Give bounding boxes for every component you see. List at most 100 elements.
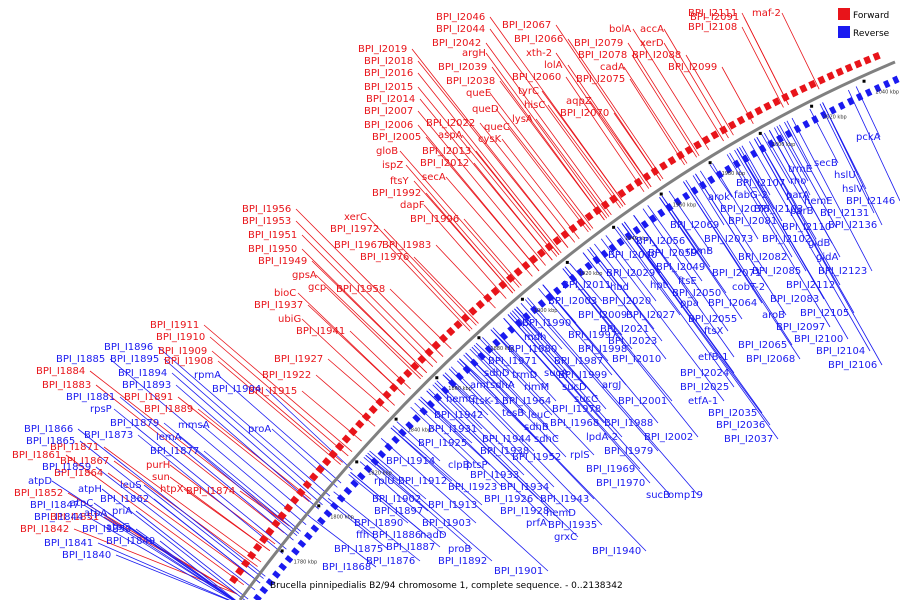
forward-gene-label: BPI_I1864 [54, 468, 103, 479]
forward-callout-line [417, 110, 546, 266]
reverse-gene-label: BPI_I1913 [428, 500, 477, 511]
reverse-callout-line [617, 226, 735, 388]
reverse-gene-label: BPI_I1964 [502, 396, 551, 407]
reverse-callout-line [392, 425, 483, 506]
reverse-gene-label: mmsA [178, 420, 210, 431]
forward-gene-label: BPI_I2108 [688, 22, 737, 33]
reverse-callout-line [582, 252, 667, 360]
reverse-callout-line [436, 380, 571, 514]
reverse-gene-label: atpG [106, 522, 130, 533]
scale-tick-mark [477, 336, 481, 340]
forward-callout-line [107, 472, 251, 576]
reverse-callout-line [511, 310, 569, 374]
reverse-callout-line [614, 228, 681, 316]
reverse-gene-label: priA [112, 506, 132, 517]
reverse-gene-label: rpsP [90, 404, 112, 415]
reverse-gene-label: BPI_I1928 [500, 506, 549, 517]
reverse-callout-line [311, 517, 377, 568]
forward-callout-line [211, 350, 343, 463]
forward-gene-label: bolA [609, 24, 631, 35]
forward-callout-line [475, 150, 560, 255]
reverse-callout-line [109, 358, 307, 525]
reverse-gene-label: atpH [78, 484, 102, 495]
reverse-gene-label: BPI_I2085 [752, 266, 801, 277]
reverse-gene-label: BPI_I2001 [618, 396, 667, 407]
reverse-gene-label: BPI_I1902 [372, 494, 421, 505]
reverse-callout-line [819, 103, 875, 214]
reverse-gene-label: BPI_I1865 [26, 436, 75, 447]
reverse-gene-label: BPI_I1978 [552, 404, 601, 415]
reverse-callout-line [135, 528, 236, 600]
forward-callout-line [547, 104, 624, 207]
reverse-gene-label: BPI_I2021 [600, 324, 649, 335]
reverse-callout-line [265, 388, 353, 471]
scale-tick-label: 1920 kbp [579, 271, 603, 277]
reverse-gene-label: hslV [842, 184, 863, 195]
forward-gene-label: BPI_I1976 [360, 252, 409, 263]
reverse-gene-label: BPI_I1875 [334, 544, 383, 555]
reverse-gene-label: hbd [610, 282, 629, 293]
reverse-gene-label: hemE [804, 196, 833, 207]
reverse-callout-line [414, 402, 503, 488]
reverse-callout-line [699, 170, 767, 274]
reverse-callout-line [475, 342, 509, 374]
forward-gene-label: BPI_I1958 [336, 284, 385, 295]
reverse-gene-label: sucA [544, 368, 568, 379]
reverse-gene-label: BPI_I1934 [500, 482, 549, 493]
reverse-gene-label: BPI_I1931 [428, 424, 477, 435]
reverse-gene-label: BPI_I2009 [578, 310, 627, 321]
forward-callout-line [405, 164, 516, 292]
reverse-gene-label: leuC [528, 410, 550, 421]
scale-tick-mark [280, 549, 284, 553]
reverse-gene-label: BPI_I1873 [84, 430, 133, 441]
reverse-gene-label: parB [790, 206, 814, 217]
reverse-callout-line [135, 510, 249, 600]
reverse-gene-label: BPI_I2104 [816, 346, 865, 357]
forward-gene-label: BPI_I2013 [422, 146, 471, 157]
reverse-callout-line [77, 428, 266, 577]
forward-callout-line [217, 360, 341, 465]
reverse-callout-line [457, 360, 537, 440]
reverse-callout-line [115, 554, 230, 600]
reverse-gene-label: BPI_I1849 [106, 536, 155, 547]
reverse-callout-line [157, 346, 331, 497]
forward-callout-line [103, 446, 262, 563]
reverse-callout-line [514, 308, 587, 388]
forward-gene-label: BPI_I1909 [158, 346, 207, 357]
reverse-gene-label: sucD [562, 382, 587, 393]
reverse-gene-label: BPI_I1912 [398, 476, 447, 487]
reverse-gene-label: ftsX [704, 326, 723, 337]
forward-gene-label: BPI_I1927 [274, 354, 323, 365]
forward-callout-line [663, 42, 724, 142]
forward-gene-label: BPI_I1889 [144, 404, 193, 415]
reverse-gene-label: BPI_I2110 [782, 222, 831, 233]
reverse-gene-label: BPI_I2106 [828, 360, 877, 371]
forward-callout-line [565, 76, 645, 193]
reverse-callout-line [153, 498, 261, 584]
forward-callout-line [485, 52, 608, 219]
forward-callout-line [89, 370, 290, 527]
reverse-gene-label: omp19 [668, 490, 703, 501]
reverse-gene-label: BPI_I1877 [150, 446, 199, 457]
chromosome-backbone [238, 60, 896, 600]
forward-gene-label: BPI_I1910 [156, 332, 205, 343]
reverse-gene-label: cobT-2 [732, 282, 765, 293]
forward-gene-label: BPI_I1861 [12, 450, 61, 461]
reverse-gene-label: BPI_I1969 [586, 464, 635, 475]
forward-callout-line [183, 488, 271, 551]
forward-gene-label: BPI_I1983 [382, 240, 431, 251]
reverse-gene-label: BPI_I1841 [44, 538, 93, 549]
reverse-gene-label: BPI_I1980 [508, 344, 557, 355]
reverse-gene-label: ptsP [466, 460, 488, 471]
reverse-callout-line [490, 329, 557, 402]
reverse-gene-label: BPI_I1935 [548, 520, 597, 531]
reverse-gene-label: hemD [546, 508, 576, 519]
reverse-gene-label: BPI_I1850 [82, 524, 131, 535]
scale-tick-label: 1900 kbp [534, 308, 558, 314]
reverse-callout-line [791, 117, 873, 272]
reverse-callout-line [51, 480, 235, 600]
legend: Forward Reverse [838, 8, 890, 39]
reverse-gene-label: BPI_I2029 [606, 268, 655, 279]
forward-gene-label: BPI_I2039 [438, 62, 487, 73]
reverse-gene-label: lpdA-2 [586, 432, 618, 443]
